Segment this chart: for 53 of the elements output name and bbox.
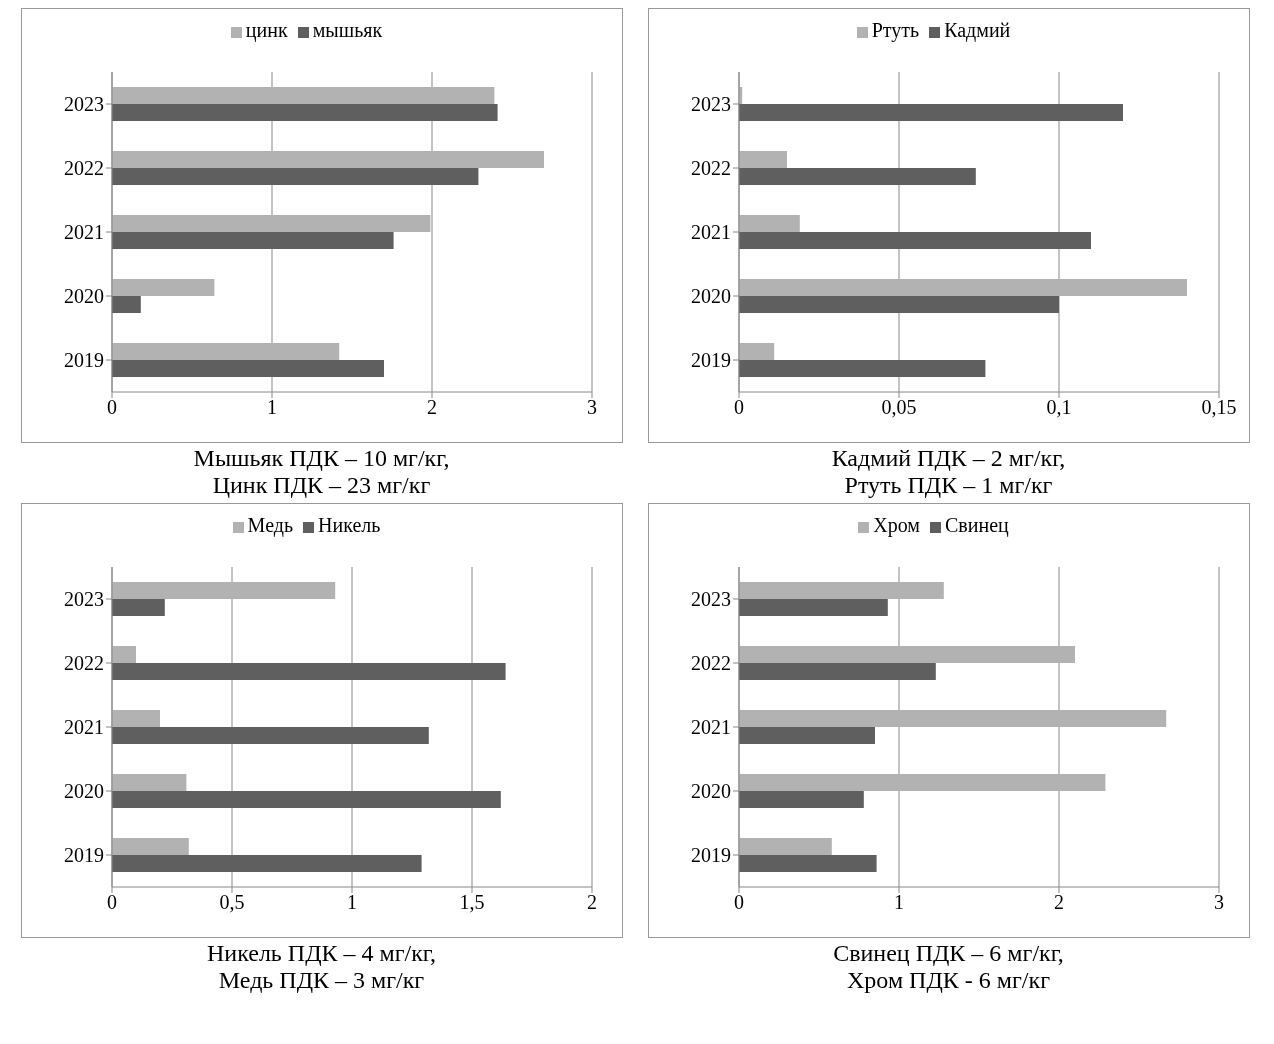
legend-label: Никель bbox=[318, 514, 381, 536]
y-tick-label: 2023 bbox=[690, 93, 731, 116]
y-tick-label: 2019 bbox=[690, 844, 731, 867]
legend-label: Хром bbox=[873, 514, 920, 536]
legend-label: Свинец bbox=[944, 514, 1009, 536]
x-tick-label: 0,05 bbox=[881, 396, 916, 419]
y-tick-label: 2023 bbox=[63, 93, 104, 116]
text: Хром ПДК - 6 мг/кг bbox=[846, 967, 1051, 994]
x-tick-label: 2 bbox=[1053, 891, 1064, 914]
y-tick-label: 2023 bbox=[63, 588, 104, 611]
y-tick-label: 2020 bbox=[690, 285, 731, 308]
y-tick-label: 2020 bbox=[63, 780, 104, 803]
legend-label: мышьяк bbox=[312, 19, 383, 41]
text: Цинк ПДК – 23 мг/кг bbox=[211, 472, 432, 499]
text: Ртуть ПДК – 1 мг/кг bbox=[843, 472, 1054, 499]
x-tick-label: 0,1 bbox=[1046, 396, 1071, 419]
y-tick-label: 2019 bbox=[63, 349, 104, 372]
y-tick-label: 2019 bbox=[690, 349, 731, 372]
y-tick-label: 2021 bbox=[63, 716, 104, 739]
text: Мышьяк ПДК – 10 мг/кг, bbox=[193, 445, 450, 472]
x-tick-label: 0 bbox=[106, 891, 117, 914]
x-tick-label: 1 bbox=[893, 891, 904, 914]
legend-label: Ртуть bbox=[871, 19, 920, 41]
x-tick-label: 0,5 bbox=[219, 891, 244, 914]
y-tick-label: 2022 bbox=[690, 157, 731, 180]
x-tick-label: 0 bbox=[733, 891, 744, 914]
y-tick-label: 2021 bbox=[690, 221, 731, 244]
text: Свинец ПДК – 6 мг/кг, bbox=[833, 940, 1064, 967]
text: Кадмий ПДК – 2 мг/кг, bbox=[831, 445, 1066, 472]
y-tick-label: 2022 bbox=[690, 652, 731, 675]
x-tick-label: 1,5 bbox=[459, 891, 484, 914]
text: Медь ПДК – 3 мг/кг bbox=[217, 967, 426, 994]
x-tick-label: 2 bbox=[426, 396, 437, 419]
y-tick-label: 2021 bbox=[690, 716, 731, 739]
y-tick-label: 2020 bbox=[690, 780, 731, 803]
x-tick-label: 3 bbox=[1213, 891, 1224, 914]
legend-label: цинк bbox=[245, 19, 288, 41]
x-tick-label: 1 bbox=[266, 396, 277, 419]
y-tick-label: 2022 bbox=[63, 652, 104, 675]
x-tick-label: 3 bbox=[586, 396, 597, 419]
y-tick-label: 2022 bbox=[63, 157, 104, 180]
x-tick-label: 0,15 bbox=[1201, 396, 1236, 419]
y-tick-label: 2023 bbox=[690, 588, 731, 611]
y-tick-label: 2019 bbox=[63, 844, 104, 867]
x-tick-label: 2 bbox=[586, 891, 597, 914]
x-tick-label: 1 bbox=[346, 891, 357, 914]
y-tick-label: 2021 bbox=[63, 221, 104, 244]
legend-label: Медь bbox=[247, 514, 294, 536]
legend-label: Кадмий bbox=[944, 19, 1011, 41]
x-tick-label: 0 bbox=[733, 396, 744, 419]
x-tick-label: 0 bbox=[106, 396, 117, 419]
text: Никель ПДК – 4 мг/кг, bbox=[206, 940, 437, 967]
y-tick-label: 2020 bbox=[63, 285, 104, 308]
